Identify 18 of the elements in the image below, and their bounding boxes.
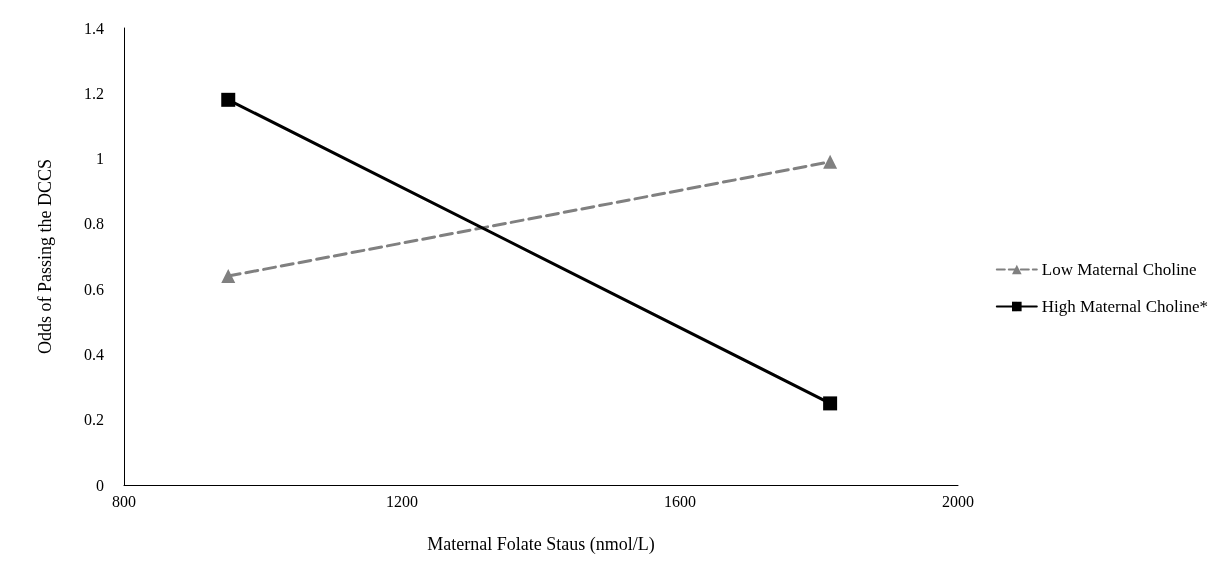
- x-tick-label: 2000: [942, 492, 974, 510]
- point: [221, 92, 236, 107]
- y-tick-label: 0.6: [84, 280, 104, 298]
- x-tick-label: 1200: [386, 492, 418, 510]
- y-tick-label: 1: [96, 150, 104, 168]
- y-tick-label: 0.4: [84, 345, 104, 363]
- y-tick-label: 0.8: [84, 215, 104, 233]
- y-axis-title: Odds of Passing the DCCS: [35, 158, 55, 355]
- y-tick-label: 0: [96, 476, 104, 494]
- y-tick-label: 0.2: [84, 411, 104, 429]
- y-tick-label: 1.2: [84, 84, 104, 102]
- x-tick-label: 1600: [664, 492, 696, 510]
- y-tick-label: 1.4: [84, 19, 104, 37]
- legend-label: High Maternal Choline*: [1041, 297, 1209, 316]
- legend-label: Low Maternal Choline: [1041, 260, 1197, 279]
- x-axis-title: Maternal Folate Staus (nmol/L): [427, 534, 655, 555]
- point: [823, 396, 838, 411]
- x-tick-label: 800: [112, 492, 136, 510]
